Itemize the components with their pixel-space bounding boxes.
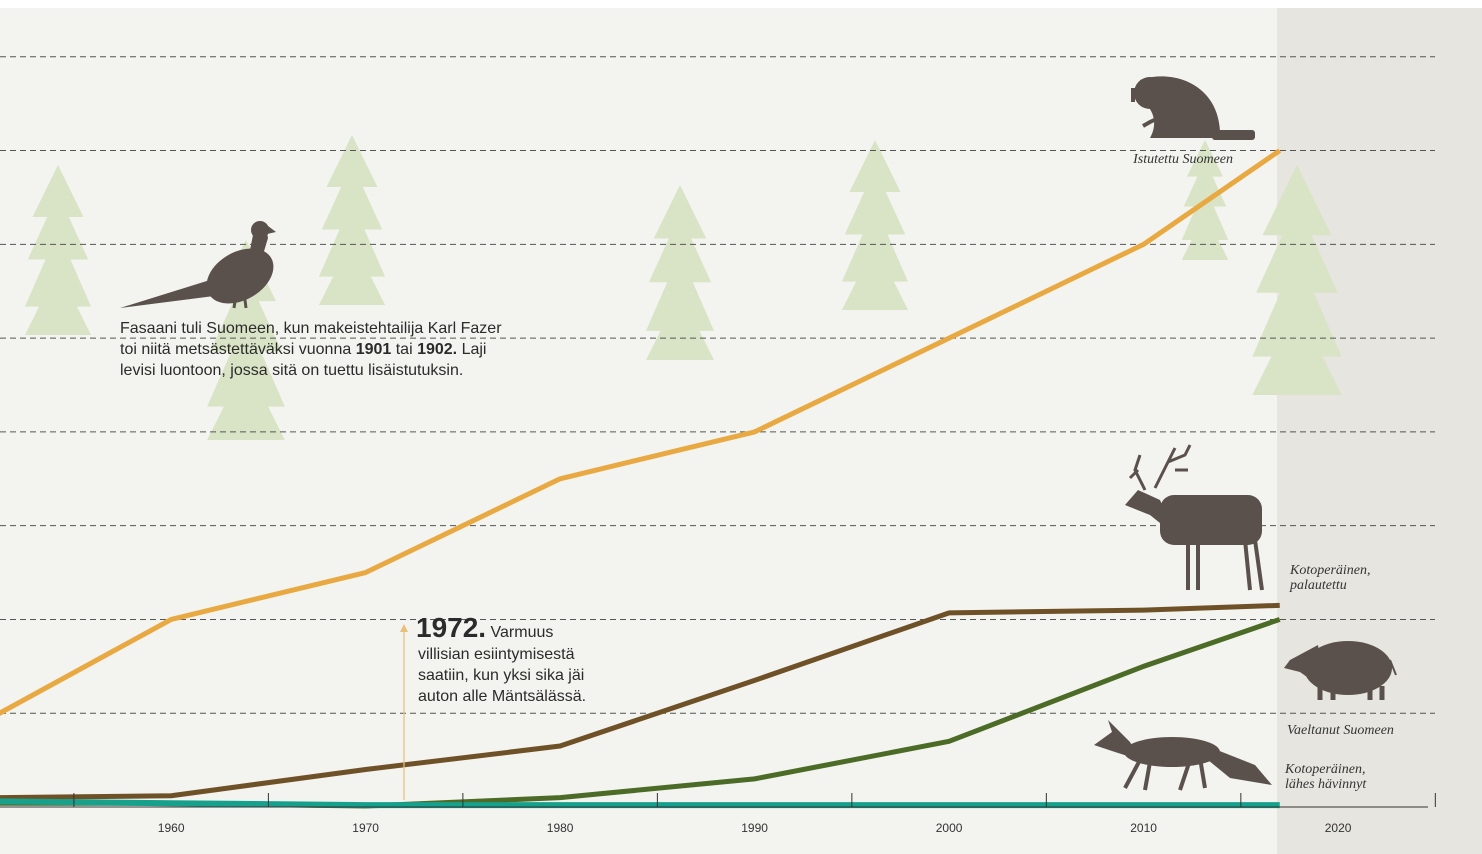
annotation-text: tai — [391, 341, 417, 358]
annotation-text: villisian esiintymisestä — [418, 646, 575, 663]
annotation: Fasaani tuli Suomeen, kun makeistehtaili… — [120, 320, 502, 337]
x-tick-label: 2010 — [1130, 821, 1157, 835]
annotation-text: auton alle Mäntsälässä. — [418, 688, 586, 705]
x-tick-label: 1980 — [547, 821, 574, 835]
annotation: auton alle Mäntsälässä. — [418, 688, 586, 705]
annotation-text: Laji — [457, 341, 486, 358]
annotation-text: 1901 — [356, 341, 392, 358]
annotation-text: 1902. — [417, 341, 457, 358]
page: Fasaani tuli Suomeen, kun makeistehtaili… — [0, 0, 1482, 854]
series-label: Kotoperäinen, palautettu — [1290, 563, 1395, 593]
series-label: Kotoperäinen, lähes hävinnyt — [1285, 762, 1395, 792]
annotation: toi niitä metsästettäväksi vuonna 1901 t… — [120, 341, 486, 358]
x-tick-label: 1970 — [352, 821, 379, 835]
series-label: Istutettu Suomeen — [1085, 152, 1233, 167]
annotation-text: Varmuus — [486, 624, 553, 641]
annotation-year: 1972. — [416, 612, 486, 643]
annotation-text: toi niitä metsästettäväksi vuonna — [120, 341, 356, 358]
x-tick-label: 1990 — [741, 821, 768, 835]
annotation: villisian esiintymisestä — [418, 646, 575, 663]
x-tick-label: 1960 — [158, 821, 185, 835]
annotation-text: saatiin, kun yksi sika jäi — [418, 667, 584, 684]
x-tick-label: 2020 — [1325, 821, 1352, 835]
annotation: levisi luontoon, jossa sitä on tuettu li… — [120, 362, 463, 379]
annotation-text: Fasaani tuli Suomeen, kun makeistehtaili… — [120, 320, 502, 337]
annotation: saatiin, kun yksi sika jäi — [418, 667, 584, 684]
series-label: Vaeltanut Suomeen — [1287, 723, 1457, 738]
annotation-text: levisi luontoon, jossa sitä on tuettu li… — [120, 362, 463, 379]
chart: Fasaani tuli Suomeen, kun makeistehtaili… — [0, 0, 1482, 854]
x-tick-label: 2000 — [936, 821, 963, 835]
